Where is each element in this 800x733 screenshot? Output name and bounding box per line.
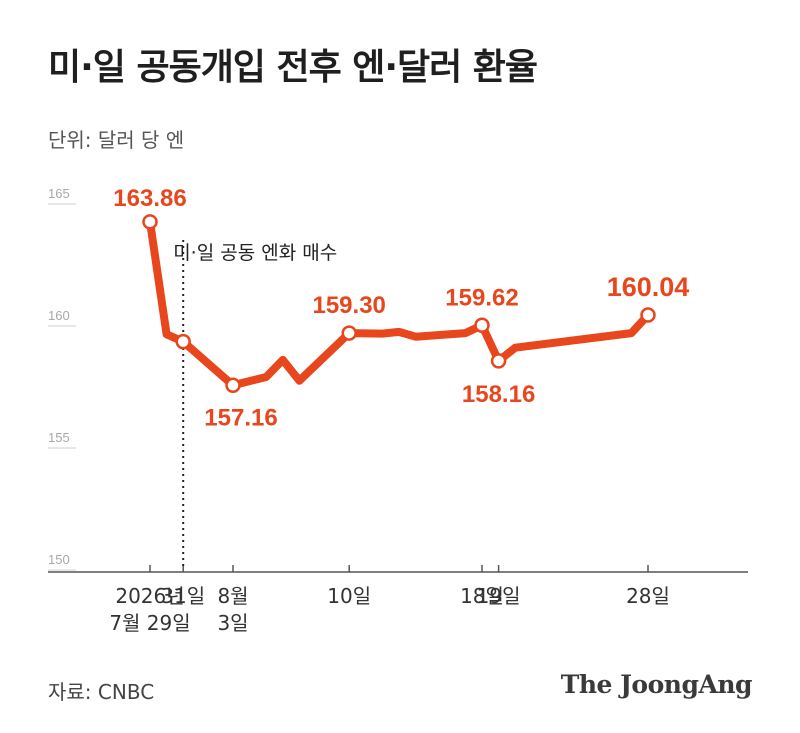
chart-title: 미·일 공동개입 전후 엔·달러 환율 <box>48 47 538 88</box>
source-label: 자료: CNBC <box>48 680 155 704</box>
x-tick-label: 31일 <box>161 584 205 608</box>
data-point <box>142 214 158 230</box>
data-label: 159.30 <box>312 292 385 319</box>
x-tick-label: 2026년 <box>115 584 184 608</box>
data-point <box>490 353 507 369</box>
data-point <box>474 317 490 334</box>
data-label: 157.16 <box>204 404 277 431</box>
y-tick-label: 155 <box>48 430 70 445</box>
y-tick-label: 150 <box>48 552 70 567</box>
data-point <box>175 333 191 350</box>
x-tick-label: 10일 <box>327 584 371 608</box>
x-tick-label: 7월 29일 <box>109 611 190 635</box>
data-label: 158.16 <box>462 381 535 408</box>
x-tick-label: 3일 <box>217 611 248 635</box>
x-tick-label: 8월 <box>217 584 248 608</box>
y-tick-label: 165 <box>48 186 70 201</box>
data-point <box>341 325 357 341</box>
x-tick-label: 28일 <box>626 584 670 608</box>
data-label: 163.86 <box>113 185 186 212</box>
intervention-label: 미·일 공동 엔화 매수 <box>173 242 337 264</box>
y-tick-label: 160 <box>48 308 70 323</box>
data-point <box>225 377 241 394</box>
unit-label: 단위: 달러 당 엔 <box>48 128 185 152</box>
data-label: 159.62 <box>445 284 518 311</box>
x-tick-label: 18일 <box>460 584 504 608</box>
data-label: 160.04 <box>607 272 690 302</box>
brand-logo: The JoongAng <box>560 670 753 699</box>
x-tick-label: 19일 <box>477 584 521 608</box>
data-point <box>640 307 656 323</box>
